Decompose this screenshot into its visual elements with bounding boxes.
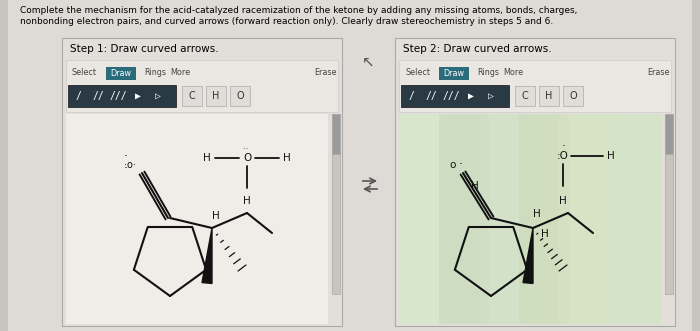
Text: Complete the mechanism for the acid-catalyzed racemization of the ketone by addi: Complete the mechanism for the acid-cata… (20, 6, 577, 15)
Bar (539, 86, 559, 106)
Text: ▶: ▶ (468, 91, 474, 101)
Text: o: o (450, 160, 456, 170)
Bar (66, 60, 338, 112)
Text: H: H (545, 91, 553, 101)
Bar (332, 114, 340, 294)
Bar (399, 60, 671, 112)
Text: H: H (283, 153, 291, 163)
Bar (665, 114, 673, 154)
Text: ·: · (459, 159, 463, 171)
Text: //: // (92, 91, 104, 101)
Polygon shape (202, 228, 212, 283)
Text: ▷: ▷ (488, 91, 494, 101)
Bar (230, 86, 250, 106)
Text: Step 2: Draw curved arrows.: Step 2: Draw curved arrows. (403, 44, 552, 54)
Bar (206, 86, 226, 106)
Text: Rings: Rings (144, 68, 166, 77)
Text: ▷: ▷ (155, 91, 161, 101)
Text: H: H (607, 151, 615, 161)
Text: H: H (203, 153, 211, 163)
Text: H: H (212, 211, 220, 221)
Text: Rings: Rings (477, 68, 499, 77)
Text: :O: :O (557, 151, 569, 161)
Text: H: H (212, 91, 220, 101)
Text: ··: ·· (243, 146, 251, 155)
Text: H: H (471, 181, 479, 191)
Text: O: O (236, 91, 244, 101)
Bar (68, 85, 176, 107)
Bar (515, 86, 535, 106)
Text: Select: Select (405, 68, 430, 77)
Text: O: O (569, 91, 577, 101)
Text: H: H (243, 196, 251, 206)
Bar (563, 86, 583, 106)
Bar (395, 38, 675, 326)
Bar (332, 114, 340, 154)
Text: ·: · (124, 163, 128, 175)
Text: /: / (75, 91, 81, 101)
Bar (401, 85, 509, 107)
Bar (106, 67, 136, 80)
Text: H: H (541, 229, 549, 239)
Text: ▶: ▶ (135, 91, 141, 101)
Text: //: // (425, 91, 437, 101)
Bar (665, 114, 673, 294)
Text: C: C (188, 91, 195, 101)
Text: H: H (533, 209, 541, 219)
Text: O: O (243, 153, 251, 163)
Text: ///: /// (442, 91, 460, 101)
Bar (66, 114, 328, 324)
Bar (439, 114, 489, 324)
Text: Erase: Erase (647, 68, 669, 77)
Text: H: H (559, 196, 567, 206)
Bar (519, 114, 569, 324)
Text: More: More (503, 68, 523, 77)
Text: Draw: Draw (444, 69, 465, 77)
Text: ·o·: ·o· (124, 160, 136, 170)
Text: More: More (170, 68, 190, 77)
Text: Select: Select (72, 68, 97, 77)
Text: Step 1: Draw curved arrows.: Step 1: Draw curved arrows. (70, 44, 218, 54)
Polygon shape (523, 228, 533, 283)
Text: C: C (522, 91, 528, 101)
Text: /: / (408, 91, 414, 101)
Bar (399, 114, 661, 324)
Text: ///: /// (109, 91, 127, 101)
Bar (399, 114, 449, 324)
Text: ··: ·· (561, 143, 566, 152)
Bar (439, 67, 469, 80)
Text: Draw: Draw (111, 69, 132, 77)
Text: ·: · (124, 151, 128, 164)
Bar (559, 114, 609, 324)
Bar (182, 86, 202, 106)
Text: nonbonding electron pairs, and curved arrows (forward reaction only). Clearly dr: nonbonding electron pairs, and curved ar… (20, 17, 553, 26)
Text: Erase: Erase (314, 68, 337, 77)
Bar (479, 114, 529, 324)
Text: ↖: ↖ (362, 55, 375, 70)
Bar (62, 38, 342, 326)
